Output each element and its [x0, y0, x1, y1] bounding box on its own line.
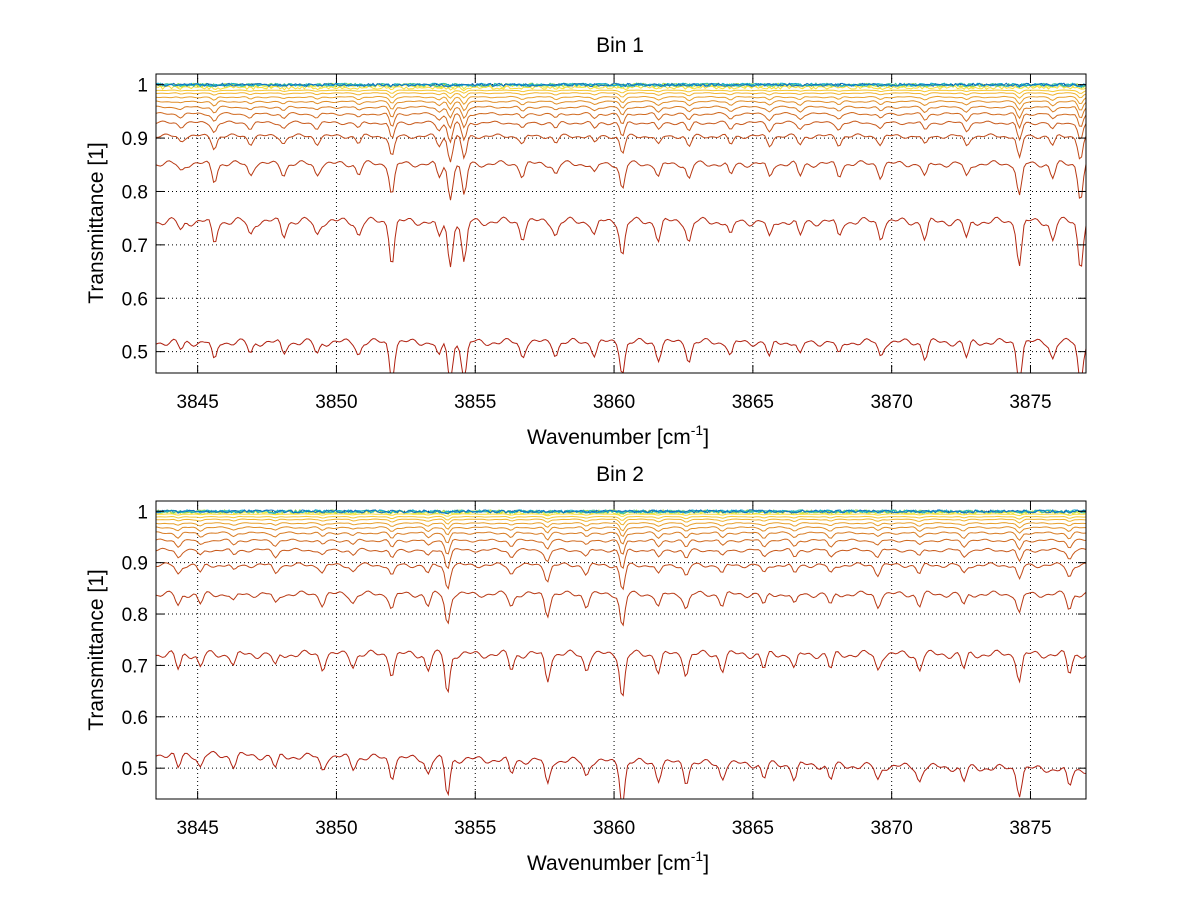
- panel-bin-1: Bin 1 3845 3850 3855 3860 3865 3870 3875 0.5 0.6…: [85, 34, 1087, 449]
- panel-2-xtick-label: 3875: [1009, 818, 1051, 839]
- panel-2-xlabel: Wavenumber [cm-1]: [527, 848, 709, 875]
- panel-1-series-line: [156, 100, 1086, 112]
- panel-2-ylabel: Transmittance [1]: [85, 569, 108, 730]
- panel-2-series-line: [156, 515, 1086, 521]
- panel-1-ytick-label: 0.7: [122, 236, 148, 257]
- panel-1-xtick-label: 3860: [593, 392, 635, 413]
- panel-2-ytick-label: 0.8: [122, 605, 148, 626]
- panel-2-xlabel-end: ]: [703, 852, 709, 875]
- panel-2-ticks: 3845 3850 3855 3860 3865 3870 3875 0.5 0.6 0.7 0.8…: [122, 501, 1086, 839]
- panel-2-xlabel-main: Wavenumber [cm: [527, 852, 691, 875]
- panel-1-xtick-label: 3845: [177, 392, 219, 413]
- panel-bin-2: Bin 2 3845 3850 3855 3860 3865 3870 3875 0.5 0.6…: [85, 463, 1087, 875]
- panel-2-series-line: [156, 750, 1086, 799]
- panel-2-xtick-label: 3860: [593, 818, 635, 839]
- panel-1-ticks: 3845 3850 3855 3860 3865 3870 3875 0.5 0.6 0.7 0.8…: [122, 74, 1086, 413]
- panel-2-xtick-label: 3865: [732, 818, 774, 839]
- panel-1-xtick-label: 3870: [871, 392, 913, 413]
- panel-1-title: Bin 1: [596, 34, 644, 57]
- panel-1-xtick-label: 3865: [732, 392, 774, 413]
- panel-1-series-line: [156, 216, 1086, 268]
- panel-2-series-line: [156, 513, 1086, 517]
- panel-1-series-line: [156, 111, 1086, 130]
- panel-1-series-line: [156, 133, 1086, 163]
- panel-1-ylabel: Transmittance [1]: [85, 142, 108, 303]
- panel-2-series-line: [156, 547, 1086, 570]
- panel-1-ytick-label: 0.8: [122, 182, 148, 203]
- panel-1-ytick-label: 1: [137, 76, 148, 97]
- panel-2-axes-box: [155, 500, 1087, 800]
- panel-1-xtick-label: 3875: [1009, 392, 1051, 413]
- panel-2-xtick-label: 3855: [454, 818, 496, 839]
- panel-2-title: Bin 2: [596, 463, 644, 486]
- panel-1-ytick-label: 0.6: [122, 289, 148, 310]
- panel-2-series-line: [156, 538, 1086, 555]
- panel-2-ytick-label: 0.5: [122, 759, 148, 780]
- panel-2-series-line: [156, 531, 1086, 545]
- panel-2-series-line: [156, 522, 1086, 532]
- panel-2-ytick-label: 1: [137, 502, 148, 523]
- panel-2-series-line: [156, 509, 1086, 515]
- panel-1-series-line: [156, 82, 1086, 88]
- panel-1-ytick-label: 0.9: [122, 129, 148, 150]
- panel-2-series-line: [156, 562, 1086, 591]
- panel-1-ytick-label: 0.5: [122, 343, 148, 364]
- panel-2-ytick-label: 0.9: [122, 554, 148, 575]
- panel-1-series-line: [156, 92, 1086, 99]
- panel-1-series-line: [156, 89, 1086, 95]
- panel-2-xlabel-sup: -1: [691, 848, 704, 864]
- panel-1-xlabel-main: Wavenumber [cm: [527, 426, 691, 449]
- panel-1-series: [156, 82, 1086, 373]
- panel-2-xtick-label: 3870: [871, 818, 913, 839]
- panel-1-series-line: [156, 105, 1086, 120]
- panel-2-ytick-label: 0.6: [122, 708, 148, 729]
- panel-2-series-line: [156, 649, 1086, 697]
- panel-1-series-line: [156, 120, 1086, 144]
- panel-1-series-line: [156, 337, 1086, 373]
- panel-1-series-line: [156, 85, 1086, 92]
- panel-1-axes-box: [155, 73, 1087, 374]
- panel-2-series-line: [156, 590, 1086, 627]
- panel-2-xtick-label: 3845: [177, 818, 219, 839]
- panel-1-series-line: [156, 160, 1086, 201]
- panel-2-xtick-label: 3850: [315, 818, 357, 839]
- panel-1-series-line: [156, 95, 1086, 106]
- panel-2-ytick-label: 0.7: [122, 656, 148, 677]
- panel-2-series-line: [156, 518, 1086, 526]
- panel-1-xtick-label: 3850: [315, 392, 357, 413]
- panel-2-series: [156, 509, 1086, 799]
- panel-1-xlabel-end: ]: [703, 426, 709, 449]
- panel-1-xlabel-sup: -1: [691, 422, 704, 438]
- panel-1-xlabel: Wavenumber [cm-1]: [527, 422, 709, 449]
- panel-2-series-line: [156, 526, 1086, 538]
- panel-1-xtick-label: 3855: [454, 392, 496, 413]
